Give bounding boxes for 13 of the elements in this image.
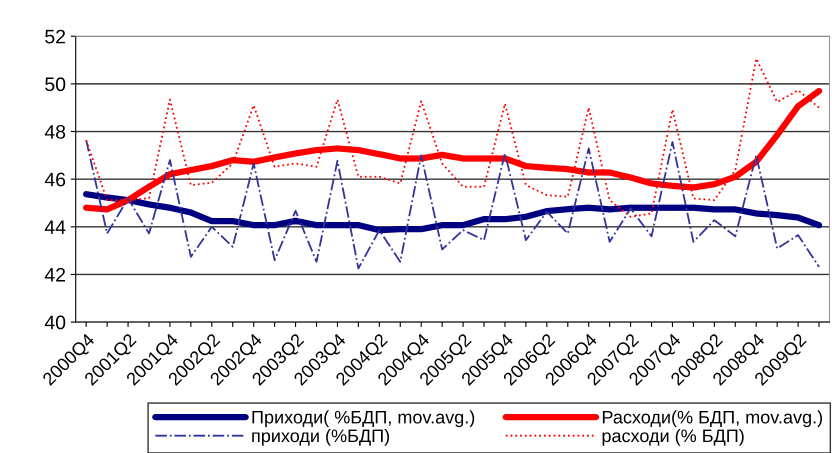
y-tick-label: 50: [45, 77, 66, 92]
y-tick-label: 42: [44, 268, 66, 282]
y-tick-label: 52: [45, 30, 66, 44]
y-tick-label: 44: [44, 220, 66, 234]
legend-label: Приходи( %БДП, mov.avg.): [252, 410, 474, 428]
y-tick-label: 40: [44, 316, 66, 330]
y-tick-label: 48: [44, 124, 66, 139]
line-series: [85, 58, 820, 218]
legend-label: Расходи(% БДП, mov.avg.): [602, 410, 822, 428]
line-series: [85, 139, 820, 270]
legend-label: расходи (% БДП): [602, 428, 744, 446]
y-tick-label: 46: [44, 172, 66, 186]
legend-label: приходи (%БДП): [252, 428, 390, 446]
